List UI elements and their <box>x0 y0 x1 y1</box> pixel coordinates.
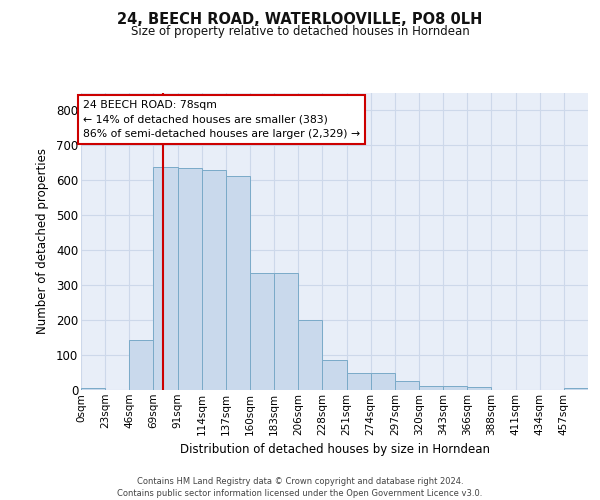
Bar <box>202 170 226 390</box>
Bar <box>467 386 491 390</box>
Bar <box>154 166 178 390</box>
Bar <box>129 340 154 390</box>
Bar <box>443 386 467 390</box>
Text: Size of property relative to detached houses in Horndean: Size of property relative to detached ho… <box>131 25 469 38</box>
Text: 24, BEECH ROAD, WATERLOOVILLE, PO8 0LH: 24, BEECH ROAD, WATERLOOVILLE, PO8 0LH <box>118 12 482 28</box>
Bar <box>81 388 105 390</box>
Bar <box>226 176 250 390</box>
Y-axis label: Number of detached properties: Number of detached properties <box>36 148 49 334</box>
X-axis label: Distribution of detached houses by size in Horndean: Distribution of detached houses by size … <box>179 443 490 456</box>
Bar <box>178 168 202 390</box>
Bar <box>274 273 298 390</box>
Bar <box>371 373 395 390</box>
Bar <box>298 320 322 390</box>
Bar <box>250 273 274 390</box>
Bar <box>564 388 588 390</box>
Text: Contains HM Land Registry data © Crown copyright and database right 2024.
Contai: Contains HM Land Registry data © Crown c… <box>118 476 482 498</box>
Bar <box>322 360 347 390</box>
Bar <box>419 386 443 390</box>
Text: 24 BEECH ROAD: 78sqm
← 14% of detached houses are smaller (383)
86% of semi-deta: 24 BEECH ROAD: 78sqm ← 14% of detached h… <box>83 100 360 139</box>
Bar <box>395 381 419 390</box>
Bar <box>347 373 371 390</box>
